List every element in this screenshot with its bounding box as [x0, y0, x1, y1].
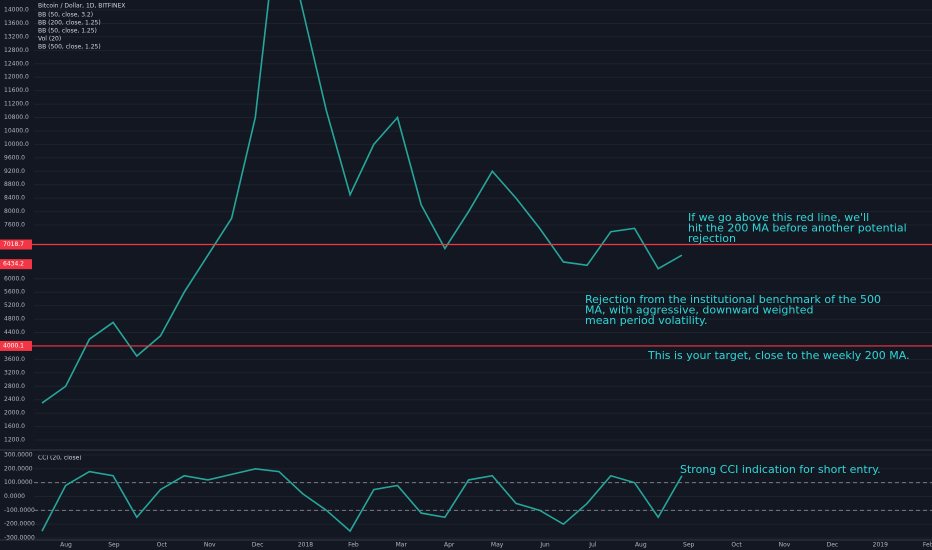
level-label-bg: [0, 239, 32, 250]
x-tick-label: Oct: [157, 542, 168, 549]
x-tick-label: Nov: [204, 542, 216, 549]
y-tick-label: 10400.0: [4, 127, 29, 134]
indicator-label: Vol (20): [38, 36, 61, 43]
last-price-bg: [0, 259, 32, 270]
x-tick-label: 2018: [298, 542, 313, 549]
x-tick-label: Aug: [60, 542, 72, 549]
y-tick-label: 9200.0: [4, 168, 25, 175]
indicator-label: BB (50, close, 3.2): [38, 12, 93, 19]
x-tick-label: Nov: [779, 542, 791, 549]
y-tick-label: 11200.0: [4, 101, 29, 108]
y-tick-label: 7600.0: [4, 222, 25, 229]
y-tick-label: 3200.0: [4, 369, 25, 376]
y-tick-label: 12400.0: [4, 60, 29, 67]
indicator-label: BB (500, close, 1.25): [38, 44, 101, 51]
y-tick-label: -300.0000: [4, 535, 35, 542]
y-tick-label: 11600.0: [4, 87, 29, 94]
y-tick-label: 1200.0: [4, 437, 25, 444]
x-tick-label: Dec: [252, 542, 264, 549]
y-tick-label: 2000.0: [4, 410, 25, 417]
x-tick-label: Dec: [827, 542, 839, 549]
y-tick-label: 4400.0: [4, 329, 25, 336]
indicator-label: BB (200, close, 1.25): [38, 20, 101, 27]
y-tick-label: 10800.0: [4, 114, 29, 121]
y-tick-label: -200.0000: [4, 521, 35, 528]
series-line: [41, 468, 683, 533]
y-tick-label: 12800.0: [4, 47, 29, 54]
y-tick-label: -100.0000: [4, 507, 35, 514]
annotation: If we go above this red line, we'll: [688, 211, 869, 224]
y-tick-label: 13200.0: [4, 33, 29, 40]
x-tick-label: Jun: [539, 542, 550, 549]
y-tick-label: 5200.0: [4, 302, 25, 309]
y-tick-label: 13600.0: [4, 20, 29, 27]
x-tick-label: Mar: [396, 542, 408, 549]
y-tick-label: 3600.0: [4, 356, 25, 363]
y-tick-label: 6000.0: [4, 275, 25, 282]
annotation: This is your target, close to the weekly…: [647, 349, 910, 362]
y-tick-label: 2400.0: [4, 396, 25, 403]
y-tick-label: 9600.0: [4, 154, 25, 161]
annotation: MA, with aggressive, downward weighted: [585, 304, 813, 317]
x-tick-label: Sep: [108, 542, 120, 549]
indicator-label: BB (50, close, 1.25): [38, 28, 97, 35]
y-tick-label: 1600.0: [4, 423, 25, 430]
y-tick-label: 100.0000: [4, 479, 33, 486]
y-tick-label: 10000.0: [4, 141, 29, 148]
level-label-bg: [0, 340, 32, 351]
y-tick-label: 8400.0: [4, 195, 25, 202]
last-price-label: 6434.2: [3, 261, 24, 268]
level-label: 7018.7: [3, 241, 24, 248]
x-tick-label: May: [491, 542, 504, 549]
x-tick-label: 2019: [873, 542, 888, 549]
x-tick-label: Feb: [348, 542, 359, 549]
y-tick-label: 8000.0: [4, 208, 25, 215]
annotation: Strong CCI indication for short entry.: [680, 463, 881, 476]
x-tick-label: Apr: [444, 542, 455, 549]
annotation: mean period volatility.: [585, 314, 708, 327]
annotation: rejection: [688, 232, 736, 245]
y-tick-label: 2800.0: [4, 383, 25, 390]
y-tick-label: 200.0000: [4, 465, 33, 472]
x-tick-label: Oct: [731, 542, 742, 549]
y-tick-label: 12000.0: [4, 74, 29, 81]
y-tick-label: 4800.0: [4, 316, 25, 323]
x-tick-label: Jul: [588, 542, 597, 549]
chart-title: Bitcoin / Dollar, 1D, BITFINEX: [38, 3, 125, 10]
x-tick-label: Aug: [635, 542, 647, 549]
level-label: 4000.1: [3, 342, 24, 349]
annotation: Rejection from the institutional benchma…: [585, 293, 881, 306]
cci-title: CCI (20, close): [38, 455, 82, 462]
y-tick-label: 14000.0: [4, 7, 29, 14]
x-tick-label: Feb: [923, 542, 932, 549]
y-tick-label: 8800.0: [4, 181, 25, 188]
annotation: hit the 200 MA before another potential: [688, 222, 907, 235]
y-tick-label: 5600.0: [4, 289, 25, 296]
x-tick-label: Sep: [683, 542, 695, 549]
y-tick-label: 0.0000: [4, 493, 25, 500]
y-tick-label: 300.0000: [4, 452, 33, 459]
